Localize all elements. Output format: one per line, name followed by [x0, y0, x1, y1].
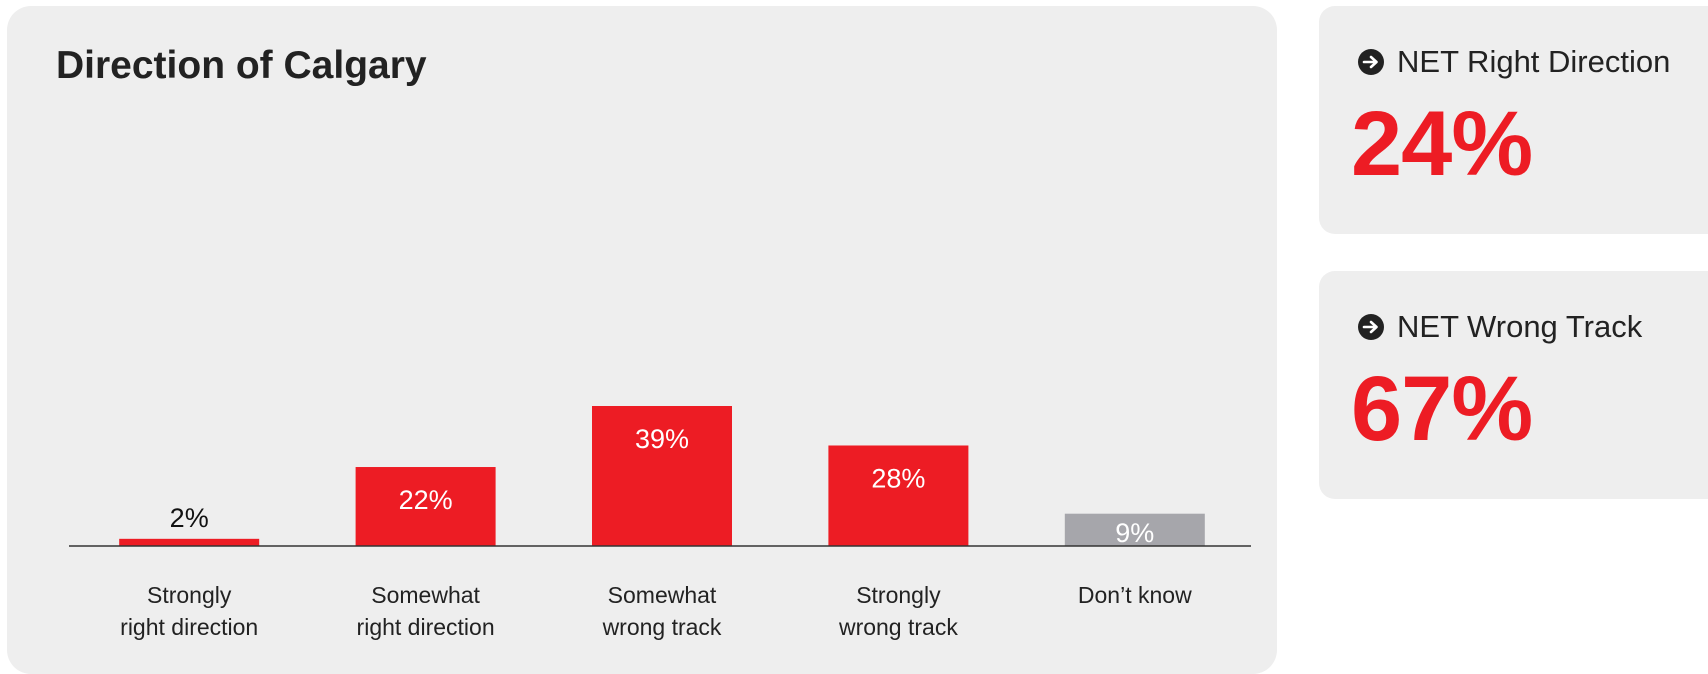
bar-0 [119, 538, 260, 546]
net-wrong-track-card: NET Wrong Track 67% [1319, 271, 1708, 499]
category-label-2-1: wrong track [602, 614, 722, 640]
net-right-direction-label: NET Right Direction [1397, 44, 1671, 79]
data-label-0: 2% [170, 503, 209, 533]
category-label-0-0: Strongly [147, 582, 232, 608]
data-label-1: 22% [399, 485, 453, 515]
chart-title: Direction of Calgary [56, 44, 427, 87]
net-wrong-track-value: 67% [1351, 358, 1533, 460]
bar-4 [1064, 513, 1205, 546]
category-label-2-0: Somewhat [608, 582, 717, 608]
category-label-4-0: Don’t know [1078, 582, 1192, 608]
net-right-direction-value: 24% [1351, 93, 1533, 195]
bar-1 [355, 467, 496, 546]
bar-3 [828, 445, 969, 546]
net-right-direction-header: NET Right Direction [1357, 44, 1670, 80]
net-wrong-track-header: NET Wrong Track [1357, 309, 1642, 345]
arrow-right-circle-icon [1358, 49, 1384, 75]
chart-panel: Direction of Calgary 2% Strongly right dir… [7, 6, 1277, 674]
data-label-2: 39% [635, 424, 689, 454]
category-label-0-1: right direction [120, 614, 258, 640]
bar-2 [592, 406, 732, 546]
category-label-1-1: right direction [357, 614, 495, 640]
bar-chart: 2% Strongly right direction 22% Somewhat righ… [69, 406, 1251, 640]
arrow-right-circle-icon [1358, 314, 1384, 340]
data-label-4: 9% [1115, 518, 1154, 548]
net-wrong-track-label: NET Wrong Track [1397, 309, 1643, 344]
net-right-direction-card: NET Right Direction 24% [1319, 6, 1708, 234]
category-label-3-0: Strongly [856, 582, 941, 608]
category-label-1-0: Somewhat [371, 582, 480, 608]
category-label-3-1: wrong track [838, 614, 958, 640]
data-label-3: 28% [871, 463, 925, 493]
